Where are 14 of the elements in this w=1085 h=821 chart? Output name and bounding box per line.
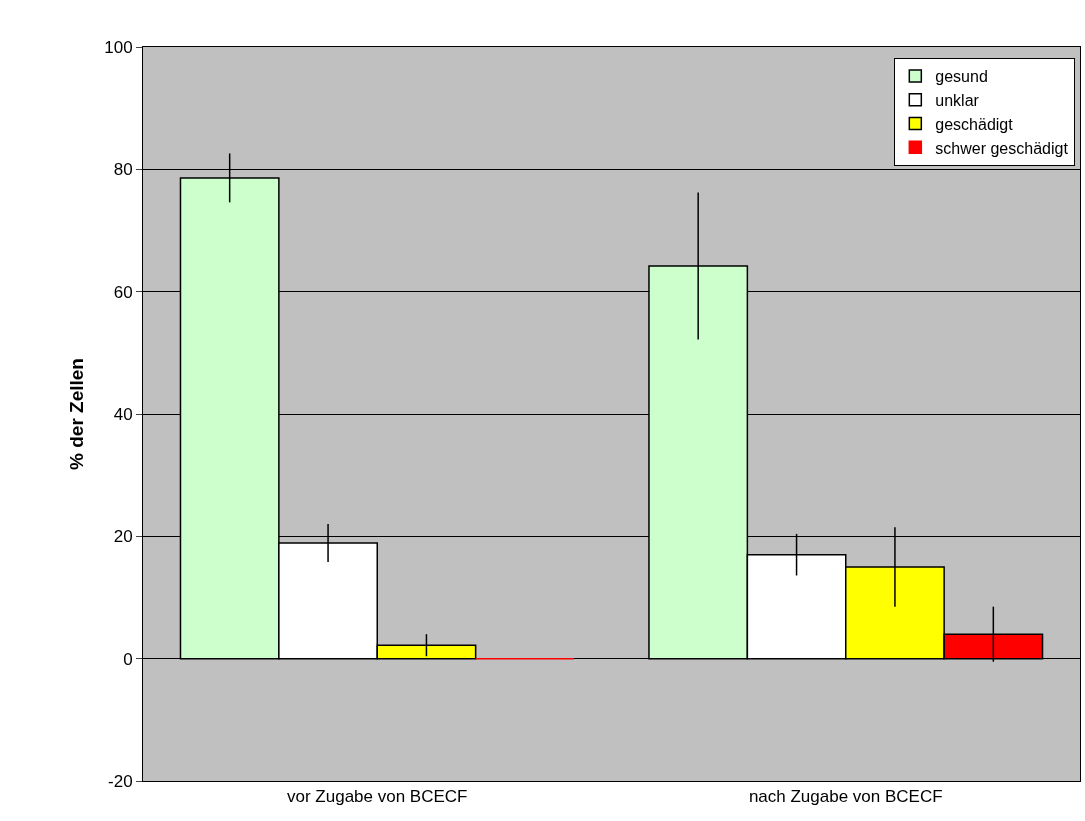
y-tick-label: 60 (113, 282, 133, 302)
legend-label: gesund (935, 68, 988, 86)
legend-label: unklar (935, 91, 980, 109)
y-tick-label: 80 (113, 160, 133, 180)
y-tick-label: 0 (123, 649, 133, 669)
y-axis-title: % der Zellen (66, 358, 88, 470)
x-tick-label: vor Zugabe von BCECF (287, 787, 468, 807)
y-tick-label: 20 (113, 527, 133, 547)
y-tick-label: 100 (104, 37, 133, 57)
legend-label: geschädigt (935, 115, 1014, 133)
y-tick-label: -20 (108, 771, 133, 791)
y-tick-label: 40 (113, 404, 133, 424)
x-tick-label: nach Zugabe von BCECF (748, 787, 943, 807)
legend-label: schwer geschädigt (935, 139, 1069, 157)
